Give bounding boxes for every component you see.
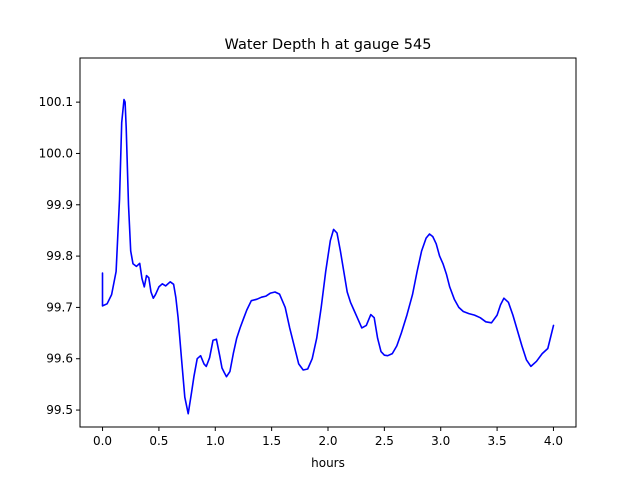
x-axis: 0.0 0.5 1.0 1.5 2.0 2.5 3.0 3.5 4.0 (93, 427, 563, 448)
y-tick-label: 99.5 (46, 403, 73, 417)
plot-area (80, 58, 576, 427)
y-axis: 99.5 99.6 99.7 99.8 99.9 100.0 100.1 (39, 95, 80, 417)
y-tick-label: 99.6 (46, 352, 73, 366)
y-tick-label: 100.0 (39, 146, 73, 160)
y-tick-label: 99.9 (46, 198, 73, 212)
x-tick-label: 0.0 (93, 434, 112, 448)
x-tick-label: 1.0 (206, 434, 225, 448)
x-axis-label: hours (311, 456, 345, 470)
x-tick-label: 3.5 (488, 434, 507, 448)
x-tick-label: 3.0 (431, 434, 450, 448)
x-tick-label: 0.5 (149, 434, 168, 448)
x-tick-label: 2.0 (318, 434, 337, 448)
series-layer (101, 98, 555, 415)
x-tick-label: 4.0 (544, 434, 563, 448)
x-tick-label: 2.5 (375, 434, 394, 448)
chart-title: Water Depth h at gauge 545 (225, 37, 432, 53)
y-tick-label: 99.8 (46, 249, 73, 263)
series-line (101, 98, 555, 415)
y-tick-label: 99.7 (46, 300, 73, 314)
y-tick-label: 100.1 (39, 95, 73, 109)
x-tick-label: 1.5 (262, 434, 281, 448)
